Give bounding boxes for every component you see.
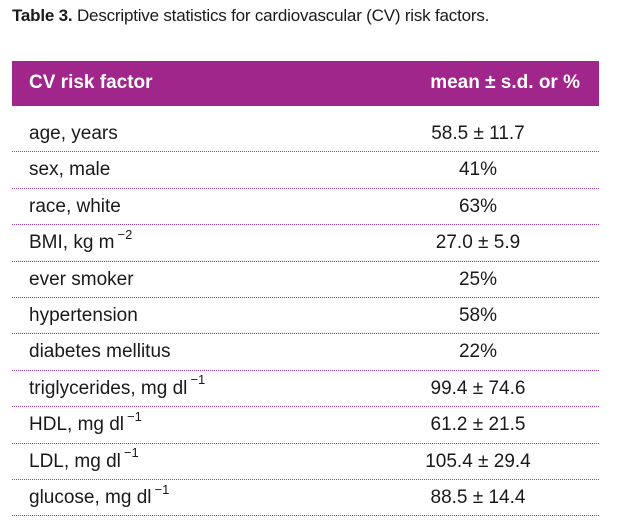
value-cell: 99.4 ± 74.6 [430,377,526,399]
table-row: diabetes mellitus 22% [12,334,599,371]
table-row: HDL, mg dl −1 61.2 ± 21.5 [12,407,599,444]
table-row: triglycerides, mg dl −1 99.4 ± 74.6 [12,371,599,408]
value-cell: 88.5 ± 14.4 [430,486,526,508]
header-spacer [12,106,599,116]
statistics-table: CV risk factor mean ± s.d. or % age, yea… [12,61,599,517]
risk-factor-cell: race, white [29,195,121,217]
value-cell: 41% [458,159,498,181]
value-cell: 105.4 ± 29.4 [425,450,531,472]
risk-factor-cell: hypertension [29,304,138,326]
table-row: BMI, kg m −2 27.0 ± 5.9 [12,225,599,262]
table-caption-text: Descriptive statistics for cardiovascula… [76,6,490,25]
value-cell: 63% [458,195,498,217]
risk-factor-cell: LDL, mg dl −1 [29,445,139,472]
value-cell: 25% [458,268,498,290]
table-row: ever smoker 25% [12,262,599,298]
risk-factor-cell: age, years [29,123,118,144]
table-row: age, years 58.5 ± 11.7 [12,116,599,153]
table-row: race, white 63% [12,189,599,226]
table-caption-label: Table 3. [12,6,73,25]
value-cell: 58% [458,304,498,326]
table-caption: Table 3. Descriptive statistics for card… [12,5,489,27]
table-row: hypertension 58% [12,298,599,335]
risk-factor-cell: ever smoker [29,268,134,290]
table-header-row: CV risk factor mean ± s.d. or % [12,61,599,106]
risk-factor-cell: HDL, mg dl −1 [29,408,142,436]
table-row: LDL, mg dl −1 105.4 ± 29.4 [12,444,599,480]
value-cell: 58.5 ± 11.7 [431,123,525,144]
table-row: glucose, mg dl −1 88.5 ± 14.4 [12,480,599,517]
header-cv-risk-factor: CV risk factor [29,72,153,93]
value-cell: 22% [458,341,498,363]
risk-factor-cell: sex, male [29,159,111,181]
value-cell: 61.2 ± 21.5 [430,414,526,436]
risk-factor-cell: glucose, mg dl −1 [29,481,170,508]
risk-factor-cell: triglycerides, mg dl −1 [29,372,206,399]
value-cell: 27.0 ± 5.9 [435,232,521,254]
risk-factor-cell: diabetes mellitus [29,341,171,363]
header-mean-sd-percent: mean ± s.d. or % [430,72,580,93]
risk-factor-cell: BMI, kg m −2 [29,226,133,254]
table-row: sex, male 41% [12,152,599,189]
